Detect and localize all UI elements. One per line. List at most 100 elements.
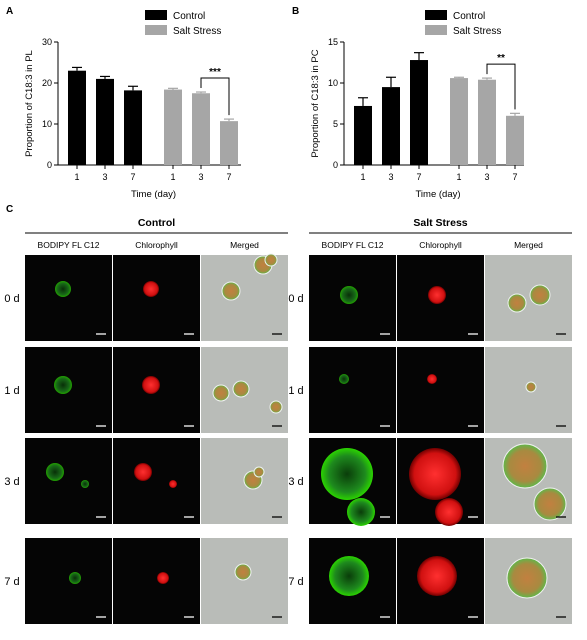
cell	[428, 286, 446, 304]
cell	[427, 374, 437, 384]
micrograph-tile	[397, 347, 484, 433]
significance-bracket	[486, 63, 516, 110]
y-tick-label: 20	[42, 78, 52, 88]
panel-letter: B	[292, 6, 299, 17]
y-tick-label: 10	[42, 119, 52, 129]
x-axis-label: Time (day)	[131, 189, 176, 200]
micrograph-tile	[201, 538, 288, 624]
bar	[410, 60, 428, 165]
cell	[46, 463, 64, 481]
bar	[354, 105, 372, 165]
y-tick-label: 15	[328, 37, 338, 47]
x-tick-label: 7	[226, 172, 231, 182]
cell	[329, 556, 369, 596]
row-label: 0 d	[288, 293, 303, 305]
micrograph-tile	[113, 255, 200, 341]
cell	[435, 498, 463, 526]
micrograph-tile	[201, 255, 288, 341]
legend-swatch	[145, 10, 167, 20]
cell	[347, 498, 375, 526]
y-tick-label: 0	[47, 160, 52, 170]
bar	[96, 78, 114, 165]
row-label: 1 d	[4, 385, 19, 397]
bar	[192, 93, 210, 165]
legend-swatch	[145, 25, 167, 35]
cell	[340, 286, 358, 304]
cell	[502, 443, 548, 489]
x-tick-label: 7	[130, 172, 135, 182]
legend-swatch	[425, 25, 447, 35]
row-label: 7 d	[4, 576, 19, 588]
cell	[529, 284, 551, 306]
bar	[506, 115, 524, 165]
row-label: 3 d	[4, 476, 19, 488]
x-tick-label: 3	[198, 172, 203, 182]
condition-title: Control	[138, 217, 175, 229]
micrograph-tile	[113, 538, 200, 624]
y-axis-label: Proportion of C18:3 in PC	[310, 49, 321, 157]
cell	[409, 448, 461, 500]
cell	[69, 572, 81, 584]
y-tick-label: 5	[333, 119, 338, 129]
micrograph-tile	[25, 538, 112, 624]
salt-stress-image-grid: Salt Stress BODIPY FL C12 Chlorophyll Merge…	[309, 217, 572, 624]
x-tick-label: 3	[102, 172, 107, 182]
condition-title: Salt Stress	[413, 217, 467, 229]
cell	[134, 463, 152, 481]
cell	[533, 487, 567, 521]
x-axis-label: Time (day)	[415, 189, 460, 200]
significance-label: **	[497, 53, 505, 64]
channel-label: Chlorophyll	[135, 240, 178, 250]
x-tick-label: 1	[360, 172, 365, 182]
control-image-grid: Control BODIPY FL C12 Chlorophyll Merged	[25, 217, 288, 624]
legend-label: Salt Stress	[453, 26, 501, 37]
y-tick-label: 0	[333, 160, 338, 170]
significance-label: ***	[209, 67, 221, 78]
micrograph-tile	[309, 347, 396, 433]
legend-swatch	[425, 10, 447, 20]
significance-bracket	[200, 77, 230, 116]
cell	[54, 376, 72, 394]
panel-letter: C	[6, 204, 13, 215]
cell	[507, 293, 527, 313]
cell	[506, 557, 548, 599]
row-label: 7 d	[288, 576, 303, 588]
row-label: 3 d	[288, 476, 303, 488]
cell	[142, 376, 160, 394]
cell	[212, 384, 230, 402]
x-tick-label: 1	[170, 172, 175, 182]
cell	[525, 381, 537, 393]
x-tick-label: 3	[388, 172, 393, 182]
cell	[339, 374, 349, 384]
cell	[221, 281, 241, 301]
panel-letter: A	[6, 6, 13, 17]
row-label: 0 d	[4, 293, 19, 305]
channel-label: Chlorophyll	[419, 240, 462, 250]
channel-label: Merged	[514, 240, 543, 250]
bar	[68, 70, 86, 165]
cell	[55, 281, 71, 297]
cell	[143, 281, 159, 297]
bar	[450, 78, 468, 165]
cell	[81, 480, 89, 488]
micrograph-tile	[113, 438, 200, 524]
y-axis-label: Proportion of C18:3 in PL	[24, 50, 35, 157]
x-tick-label: 7	[512, 172, 517, 182]
y-tick-label: 10	[328, 78, 338, 88]
channel-label: BODIPY FL C12	[322, 240, 384, 250]
cell	[232, 380, 250, 398]
legend-label: Salt Stress	[173, 26, 221, 37]
cell	[264, 253, 278, 267]
y-tick-label: 30	[42, 37, 52, 47]
x-tick-label: 3	[484, 172, 489, 182]
x-tick-label: 7	[416, 172, 421, 182]
row-label: 1 d	[288, 385, 303, 397]
bar	[124, 90, 142, 165]
cell	[169, 480, 177, 488]
channel-label: BODIPY FL C12	[38, 240, 100, 250]
bar	[220, 121, 238, 165]
cell	[321, 448, 373, 500]
